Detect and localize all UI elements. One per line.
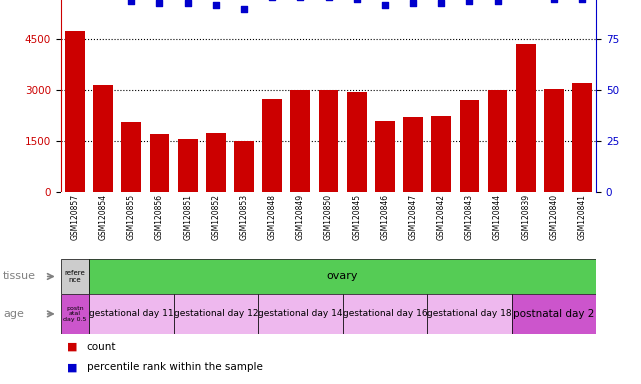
Text: GSM120848: GSM120848 [268,194,277,240]
Text: gestational day 11: gestational day 11 [89,310,174,318]
Bar [375,121,395,192]
Text: gestational day 12: gestational day 12 [174,310,258,318]
Text: gestational day 18: gestational day 18 [427,310,512,318]
Bar [488,90,508,192]
Text: percentile rank within the sample: percentile rank within the sample [87,362,262,372]
Point [436,0,446,6]
Point [239,6,249,12]
Bar [94,85,113,192]
Bar [342,294,427,334]
Bar [258,294,342,334]
Text: GSM120842: GSM120842 [437,194,445,240]
Bar [262,99,282,192]
Bar [516,45,536,192]
Text: GSM120847: GSM120847 [408,194,417,240]
Point [154,0,165,6]
Bar [89,294,174,334]
Bar [121,122,141,192]
Bar [319,90,338,192]
Bar [572,83,592,192]
Text: gestational day 16: gestational day 16 [342,310,427,318]
Bar [61,259,89,294]
Text: GSM120851: GSM120851 [183,194,192,240]
Point [211,2,221,8]
Point [464,0,474,4]
Text: GSM120854: GSM120854 [99,194,108,240]
Text: GSM120844: GSM120844 [493,194,502,240]
Text: age: age [3,309,24,319]
Bar [61,294,89,334]
Point [492,0,503,4]
Text: GSM120857: GSM120857 [71,194,79,240]
Text: GSM120850: GSM120850 [324,194,333,240]
Text: tissue: tissue [3,271,36,281]
Point [126,0,137,4]
Text: count: count [87,342,116,352]
Bar [149,134,169,192]
Bar [178,139,197,192]
Text: GSM120852: GSM120852 [212,194,221,240]
Text: ■: ■ [67,362,78,372]
Bar [427,294,512,334]
Text: refere
nce: refere nce [65,270,85,283]
Point [549,0,559,2]
Bar [206,132,226,192]
Bar [234,141,254,192]
Text: GSM120846: GSM120846 [380,194,389,240]
Text: GSM120841: GSM120841 [578,194,587,240]
Text: GSM120839: GSM120839 [521,194,530,240]
Bar [347,92,367,192]
Bar [460,101,479,192]
Text: gestational day 14: gestational day 14 [258,310,342,318]
Text: GSM120840: GSM120840 [549,194,558,240]
Text: postn
atal
day 0.5: postn atal day 0.5 [63,306,87,322]
Text: ovary: ovary [327,271,358,281]
Text: GSM120853: GSM120853 [240,194,249,240]
Text: GSM120849: GSM120849 [296,194,305,240]
Bar [431,116,451,192]
Bar [512,294,596,334]
Bar [544,89,563,192]
Bar [65,31,85,192]
Text: ■: ■ [67,342,78,352]
Text: GSM120845: GSM120845 [352,194,361,240]
Text: GSM120856: GSM120856 [155,194,164,240]
Bar [174,294,258,334]
Bar [290,90,310,192]
Text: GSM120855: GSM120855 [127,194,136,240]
Point [351,0,362,2]
Text: GSM120843: GSM120843 [465,194,474,240]
Bar [403,118,423,192]
Text: postnatal day 2: postnatal day 2 [513,309,595,319]
Point [379,2,390,8]
Point [577,0,587,2]
Point [183,0,193,6]
Point [408,0,418,6]
